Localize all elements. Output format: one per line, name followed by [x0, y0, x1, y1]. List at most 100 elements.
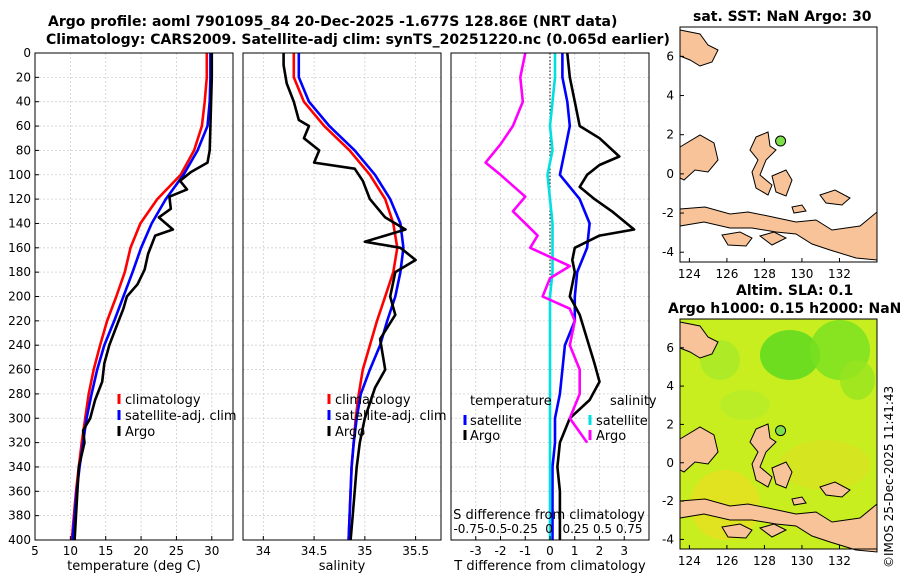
temperature-xtick-label: 25: [169, 544, 184, 558]
island-landmass: [679, 134, 719, 181]
depth-tick-label: 240: [8, 338, 31, 352]
sla-anomaly-patch: [840, 360, 875, 400]
temperature-legend-label: Argo: [125, 425, 155, 440]
depth-tick-label: 360: [8, 484, 31, 498]
sla-map-lat-label: 0: [666, 456, 674, 470]
difference-series-s-satellite: [546, 53, 557, 540]
depth-tick-label: 100: [8, 168, 31, 182]
island-landmass: [791, 204, 807, 214]
temperature-xtick-label: 5: [31, 544, 39, 558]
salinity-series-argo: [282, 53, 417, 541]
salinity-top-tick-label: -0.75: [453, 522, 484, 536]
sst-map-lat-label: 4: [666, 89, 674, 103]
depth-tick-label: 280: [8, 387, 31, 401]
difference-xlabel: T difference from climatology: [453, 559, 646, 574]
salinity-legend-title: salinity: [610, 394, 657, 409]
main-title-line1: Argo profile: aoml 7901095_84 20-Dec-202…: [48, 14, 618, 30]
sla-map-title-line1: Altim. SLA: 0.1: [736, 283, 854, 299]
difference-xtick-label: 1: [571, 544, 579, 558]
salinity-top-tick-label: -0.5: [484, 522, 507, 536]
depth-tick-label: 80: [16, 143, 31, 157]
salinity-top-tick-label: 0.75: [616, 522, 643, 536]
depth-tick-label: 260: [8, 363, 31, 377]
island-landmass: [758, 231, 788, 246]
depth-tick-label: 320: [8, 436, 31, 450]
depth-tick-label: 140: [8, 216, 31, 230]
depth-tick-label: 20: [16, 70, 31, 84]
sst-map-frame: [679, 26, 878, 263]
sla-map-lon-label: 124: [678, 554, 701, 568]
sla-map-lon-label: 128: [753, 554, 776, 568]
island-landmass: [749, 423, 777, 488]
island-landmass: [679, 29, 719, 67]
island-landmass: [791, 496, 807, 506]
difference-xtick-label: 0: [546, 544, 554, 558]
island-landmass: [771, 169, 793, 197]
depth-tick-label: 380: [8, 509, 31, 523]
sst-map-lat-label: -4: [662, 245, 674, 259]
temperature-xtick-label: 15: [98, 544, 113, 558]
difference-series-t-satellite: [551, 53, 591, 540]
salinity-frame: [242, 52, 442, 541]
sla-anomaly-patch: [720, 390, 770, 420]
salinity-xtick-label: 35.5: [402, 544, 429, 558]
depth-tick-label: 0: [23, 46, 31, 60]
temperature-panel: [34, 52, 234, 541]
salinity-axis-label: S difference from climatology: [453, 508, 645, 523]
sla-map-lon-label: 130: [790, 554, 813, 568]
island-landmass: [721, 523, 753, 539]
sla-map-lat-label: 2: [666, 417, 674, 431]
sst-map-lon-label: 128: [753, 267, 776, 281]
difference-panel: [450, 52, 650, 541]
island-landmass: [819, 481, 851, 498]
temperature-xtick-label: 20: [133, 544, 148, 558]
sla-map-frame: [679, 318, 878, 550]
temperature-legend-title: temperature: [470, 394, 552, 409]
salinity-xtick-label: 35: [357, 544, 372, 558]
island-landmass: [819, 189, 851, 206]
sla-map-lat-label: 6: [666, 341, 674, 355]
difference-xtick-label: -1: [519, 544, 531, 558]
salinity-panel: [242, 52, 442, 541]
sst-map-lat-label: 6: [666, 49, 674, 63]
salinity-xtick-label: 34.5: [301, 544, 328, 558]
depth-tick-label: 400: [8, 533, 31, 547]
salinity-legend-label: climatology: [335, 393, 411, 408]
sst-map: [679, 26, 878, 263]
difference-xtick-label: -3: [470, 544, 482, 558]
difference-xtick-label: 2: [596, 544, 604, 558]
island-landmass: [679, 426, 719, 473]
temperature-legend-label: climatology: [125, 393, 201, 408]
island-landmass: [721, 231, 753, 247]
temperature-xtick-label: 10: [63, 544, 78, 558]
salinity-series-satellite-adj-clim: [297, 53, 405, 541]
island-landmass: [679, 206, 878, 261]
t-legend-label: Argo: [470, 429, 500, 444]
argo-float-marker: [775, 425, 787, 437]
island-landmass: [771, 461, 793, 489]
sla-map-lat-label: -4: [662, 532, 674, 546]
difference-series-s-argo: [484, 52, 589, 444]
salinity-top-tick-label: 0.25: [562, 522, 589, 536]
temperature-legend-label: satellite-adj. clim: [125, 409, 237, 424]
sla-map-lon-label: 126: [715, 554, 738, 568]
sla-map-lon-label: 132: [828, 554, 851, 568]
temperature-xlabel: temperature (deg C): [67, 559, 201, 574]
salinity-xlabel: salinity: [319, 559, 366, 574]
sla-map-title-line2: Argo h1000: 0.15 h2000: NaN: [668, 301, 900, 317]
salinity-top-tick-label: 0: [545, 522, 553, 536]
s-legend-label: satellite: [596, 414, 648, 429]
temperature-xtick-label: 30: [204, 544, 219, 558]
sst-map-lon-label: 132: [828, 267, 851, 281]
difference-xtick-label: -2: [495, 544, 507, 558]
salinity-top-tick-label: 0.5: [593, 522, 612, 536]
sla-anomaly-patch: [780, 440, 870, 490]
depth-tick-label: 220: [8, 314, 31, 328]
sst-map-lon-label: 124: [678, 267, 701, 281]
depth-tick-label: 180: [8, 265, 31, 279]
sst-map-lon-label: 126: [715, 267, 738, 281]
sst-map-title: sat. SST: NaN Argo: 30: [693, 9, 872, 25]
sla-map-lat-label: -2: [662, 494, 674, 508]
island-landmass: [758, 523, 788, 538]
